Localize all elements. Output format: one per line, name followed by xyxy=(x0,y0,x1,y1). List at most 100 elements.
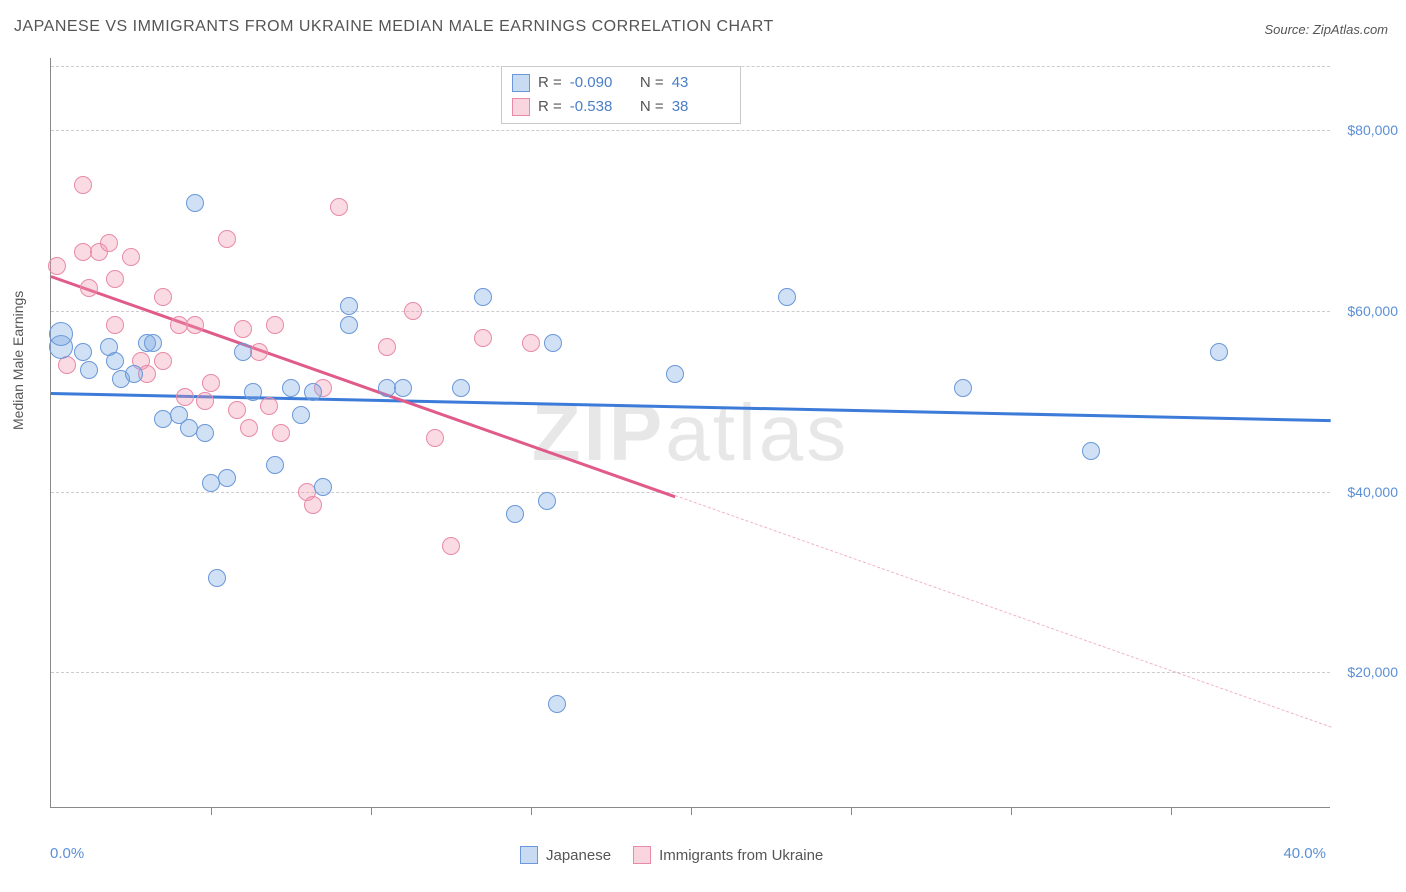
data-point xyxy=(125,365,143,383)
data-point xyxy=(80,361,98,379)
data-point xyxy=(260,397,278,415)
data-point xyxy=(266,456,284,474)
legend-item: Japanese xyxy=(520,846,611,864)
swatch-icon xyxy=(633,846,651,864)
data-point xyxy=(666,365,684,383)
stats-row: R = -0.090 N = 43 xyxy=(512,71,730,95)
data-point xyxy=(426,429,444,447)
trend-line-dash xyxy=(675,495,1331,727)
x-tick xyxy=(691,807,692,815)
data-point xyxy=(304,496,322,514)
data-point xyxy=(144,334,162,352)
data-point xyxy=(474,329,492,347)
data-point xyxy=(304,383,322,401)
data-point xyxy=(378,338,396,356)
trend-line-immigrants-from-ukraine xyxy=(51,275,676,498)
swatch-icon xyxy=(512,74,530,92)
y-tick-label: $80,000 xyxy=(1347,122,1398,138)
series-legend: Japanese Immigrants from Ukraine xyxy=(520,846,823,864)
gridline-h xyxy=(51,66,1330,67)
legend-label: Japanese xyxy=(546,847,611,864)
watermark: ZIPatlas xyxy=(532,387,849,479)
data-point xyxy=(954,379,972,397)
data-point xyxy=(234,320,252,338)
data-point xyxy=(186,194,204,212)
chart-title: JAPANESE VS IMMIGRANTS FROM UKRAINE MEDI… xyxy=(14,18,774,36)
data-point xyxy=(452,379,470,397)
data-point xyxy=(106,270,124,288)
data-point xyxy=(196,392,214,410)
x-tick xyxy=(531,807,532,815)
data-point xyxy=(506,505,524,523)
stats-row: R = -0.538 N = 38 xyxy=(512,95,730,119)
gridline-h xyxy=(51,130,1330,131)
data-point xyxy=(48,257,66,275)
y-tick-label: $40,000 xyxy=(1347,484,1398,500)
data-point xyxy=(106,352,124,370)
data-point xyxy=(282,379,300,397)
data-point xyxy=(1082,442,1100,460)
gridline-h xyxy=(51,311,1330,312)
x-tick xyxy=(211,807,212,815)
data-point xyxy=(74,176,92,194)
data-point xyxy=(234,343,252,361)
data-point xyxy=(544,334,562,352)
data-point xyxy=(538,492,556,510)
data-point xyxy=(228,401,246,419)
data-point xyxy=(250,343,268,361)
x-tick xyxy=(1011,807,1012,815)
stat-r-label: R = xyxy=(538,71,562,95)
swatch-icon xyxy=(512,98,530,116)
x-tick xyxy=(371,807,372,815)
data-point xyxy=(208,569,226,587)
data-point xyxy=(778,288,796,306)
data-point xyxy=(442,537,460,555)
data-point xyxy=(548,695,566,713)
data-point xyxy=(74,343,92,361)
swatch-icon xyxy=(520,846,538,864)
stat-r-value: -0.538 xyxy=(570,95,628,119)
stats-legend: R = -0.090 N = 43R = -0.538 N = 38 xyxy=(501,66,741,124)
gridline-h xyxy=(51,492,1330,493)
gridline-h xyxy=(51,672,1330,673)
data-point xyxy=(340,297,358,315)
legend-label: Immigrants from Ukraine xyxy=(659,847,823,864)
y-tick-label: $60,000 xyxy=(1347,303,1398,319)
stat-n-label: N = xyxy=(636,71,664,95)
data-point xyxy=(314,478,332,496)
x-tick xyxy=(1171,807,1172,815)
data-point xyxy=(106,316,124,334)
data-point xyxy=(474,288,492,306)
data-point xyxy=(244,383,262,401)
x-axis-max-label: 40.0% xyxy=(1283,845,1326,862)
data-point xyxy=(266,316,284,334)
data-point xyxy=(122,248,140,266)
data-point xyxy=(154,288,172,306)
stat-n-value: 38 xyxy=(672,95,730,119)
x-axis-min-label: 0.0% xyxy=(50,845,84,862)
data-point xyxy=(154,352,172,370)
stat-r-label: R = xyxy=(538,95,562,119)
stat-n-value: 43 xyxy=(672,71,730,95)
x-tick xyxy=(851,807,852,815)
stat-n-label: N = xyxy=(636,95,664,119)
data-point xyxy=(1210,343,1228,361)
data-point xyxy=(202,374,220,392)
data-point xyxy=(176,388,194,406)
y-tick-label: $20,000 xyxy=(1347,664,1398,680)
data-point xyxy=(340,316,358,334)
source-label: Source: ZipAtlas.com xyxy=(1264,22,1388,37)
y-axis-title: Median Male Earnings xyxy=(10,291,26,430)
data-point xyxy=(186,316,204,334)
legend-item: Immigrants from Ukraine xyxy=(633,846,823,864)
data-point xyxy=(100,234,118,252)
data-point xyxy=(218,230,236,248)
data-point xyxy=(394,379,412,397)
data-point xyxy=(218,469,236,487)
plot-area: ZIPatlas R = -0.090 N = 43R = -0.538 N =… xyxy=(50,58,1330,808)
data-point xyxy=(404,302,422,320)
data-point xyxy=(80,279,98,297)
data-point xyxy=(49,322,73,346)
data-point xyxy=(272,424,290,442)
stat-r-value: -0.090 xyxy=(570,71,628,95)
